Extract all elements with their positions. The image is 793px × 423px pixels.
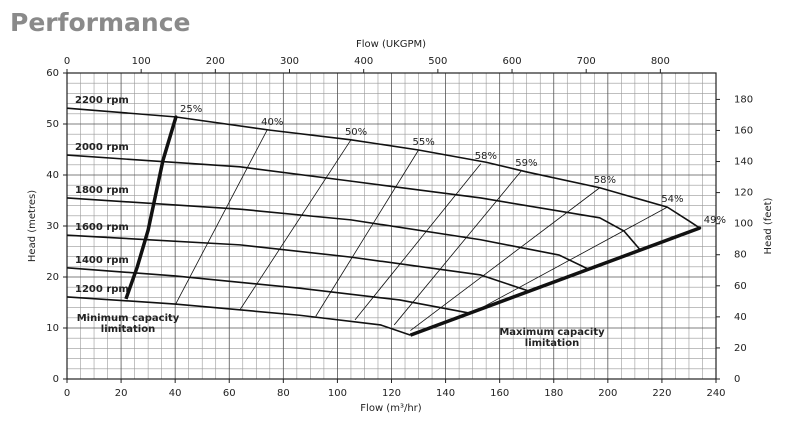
y2-tick-label: 60 (734, 281, 747, 292)
efficiency-line (410, 187, 600, 331)
x-tick-label: 20 (115, 388, 128, 399)
efficiency-label: 50% (345, 127, 367, 138)
efficiency-label: 59% (515, 158, 537, 169)
x2-tick-label: 100 (132, 56, 151, 67)
series-label: 1200 rpm (75, 284, 129, 295)
y-axis-label: Head (metres) (27, 190, 38, 262)
x-tick-label: 180 (544, 388, 563, 399)
efficiency-label: 54% (661, 194, 683, 205)
efficiency-line (315, 149, 419, 317)
x-tick-label: 240 (706, 388, 725, 399)
speed-curve (66, 107, 701, 229)
speed-curve (66, 197, 590, 271)
plot-frame (66, 72, 717, 380)
x-tick-label: 80 (277, 388, 290, 399)
efficiency-label: 58% (594, 175, 616, 186)
y2-tick-label: 100 (734, 219, 753, 230)
limit-annotation: Maximum capacity (499, 327, 605, 338)
x2-tick-label: 600 (502, 56, 521, 67)
x-axis-label: Flow (m³/hr) (360, 403, 421, 414)
x2-tick-label: 400 (354, 56, 373, 67)
x-tick-label: 0 (64, 388, 70, 399)
y-tick-label: 0 (53, 374, 59, 385)
efficiency-label: 25% (180, 104, 202, 115)
series-label: 1400 rpm (75, 255, 129, 266)
speed-curve (66, 296, 411, 336)
y-tick-label: 20 (46, 272, 59, 283)
y-tick-label: 60 (46, 68, 59, 79)
x-tick-label: 140 (436, 388, 455, 399)
series-label: 1800 rpm (75, 185, 129, 196)
speed-curve (66, 267, 471, 314)
y2-tick-label: 180 (734, 94, 753, 105)
capacity-limit-line (124, 116, 178, 300)
x-tick-label: 60 (223, 388, 236, 399)
y-tick-label: 10 (46, 323, 59, 334)
x-tick-label: 100 (328, 388, 347, 399)
speed-curve (66, 154, 641, 251)
page-title: Performance (10, 8, 190, 37)
x2-tick-label: 700 (577, 56, 596, 67)
x2-tick-label: 300 (280, 56, 299, 67)
limit-annotation: Minimum capacity (77, 313, 180, 324)
series-label: 1600 rpm (75, 222, 129, 233)
y2-axis-label: Head (feet) (763, 197, 774, 254)
x2-tick-label: 0 (64, 56, 70, 67)
x2-tick-label: 500 (428, 56, 447, 67)
efficiency-label: 40% (261, 117, 283, 128)
x-tick-label: 40 (169, 388, 182, 399)
x2-tick-label: 200 (206, 56, 225, 67)
limit-annotation: limitation (101, 324, 155, 335)
series-label: 2200 rpm (75, 95, 129, 106)
efficiency-label: 55% (413, 137, 435, 148)
x2-tick-label: 800 (651, 56, 670, 67)
y2-tick-label: 0 (734, 374, 740, 385)
efficiency-line (174, 129, 268, 306)
y2-tick-label: 120 (734, 188, 753, 199)
capacity-limit-line (409, 226, 701, 337)
x2-axis-label: Flow (UKGPM) (356, 39, 426, 50)
efficiency-line (354, 163, 482, 321)
speed-curve (66, 234, 530, 293)
x-tick-label: 120 (382, 388, 401, 399)
y2-tick-label: 140 (734, 157, 753, 168)
series-label: 2000 rpm (75, 142, 129, 153)
x-tick-label: 160 (490, 388, 509, 399)
y-tick-label: 40 (46, 170, 59, 181)
y2-tick-label: 40 (734, 312, 747, 323)
efficiency-line (393, 170, 522, 326)
x-tick-label: 220 (652, 388, 671, 399)
efficiency-line (239, 139, 352, 310)
y-tick-label: 50 (46, 119, 59, 130)
limit-annotation: limitation (525, 338, 579, 349)
y2-tick-label: 80 (734, 250, 747, 261)
y-tick-label: 30 (46, 221, 59, 232)
efficiency-label: 58% (475, 151, 497, 162)
y2-tick-label: 160 (734, 125, 753, 136)
x-tick-label: 200 (598, 388, 617, 399)
y2-tick-label: 20 (734, 343, 747, 354)
efficiency-label: 49% (704, 215, 726, 226)
